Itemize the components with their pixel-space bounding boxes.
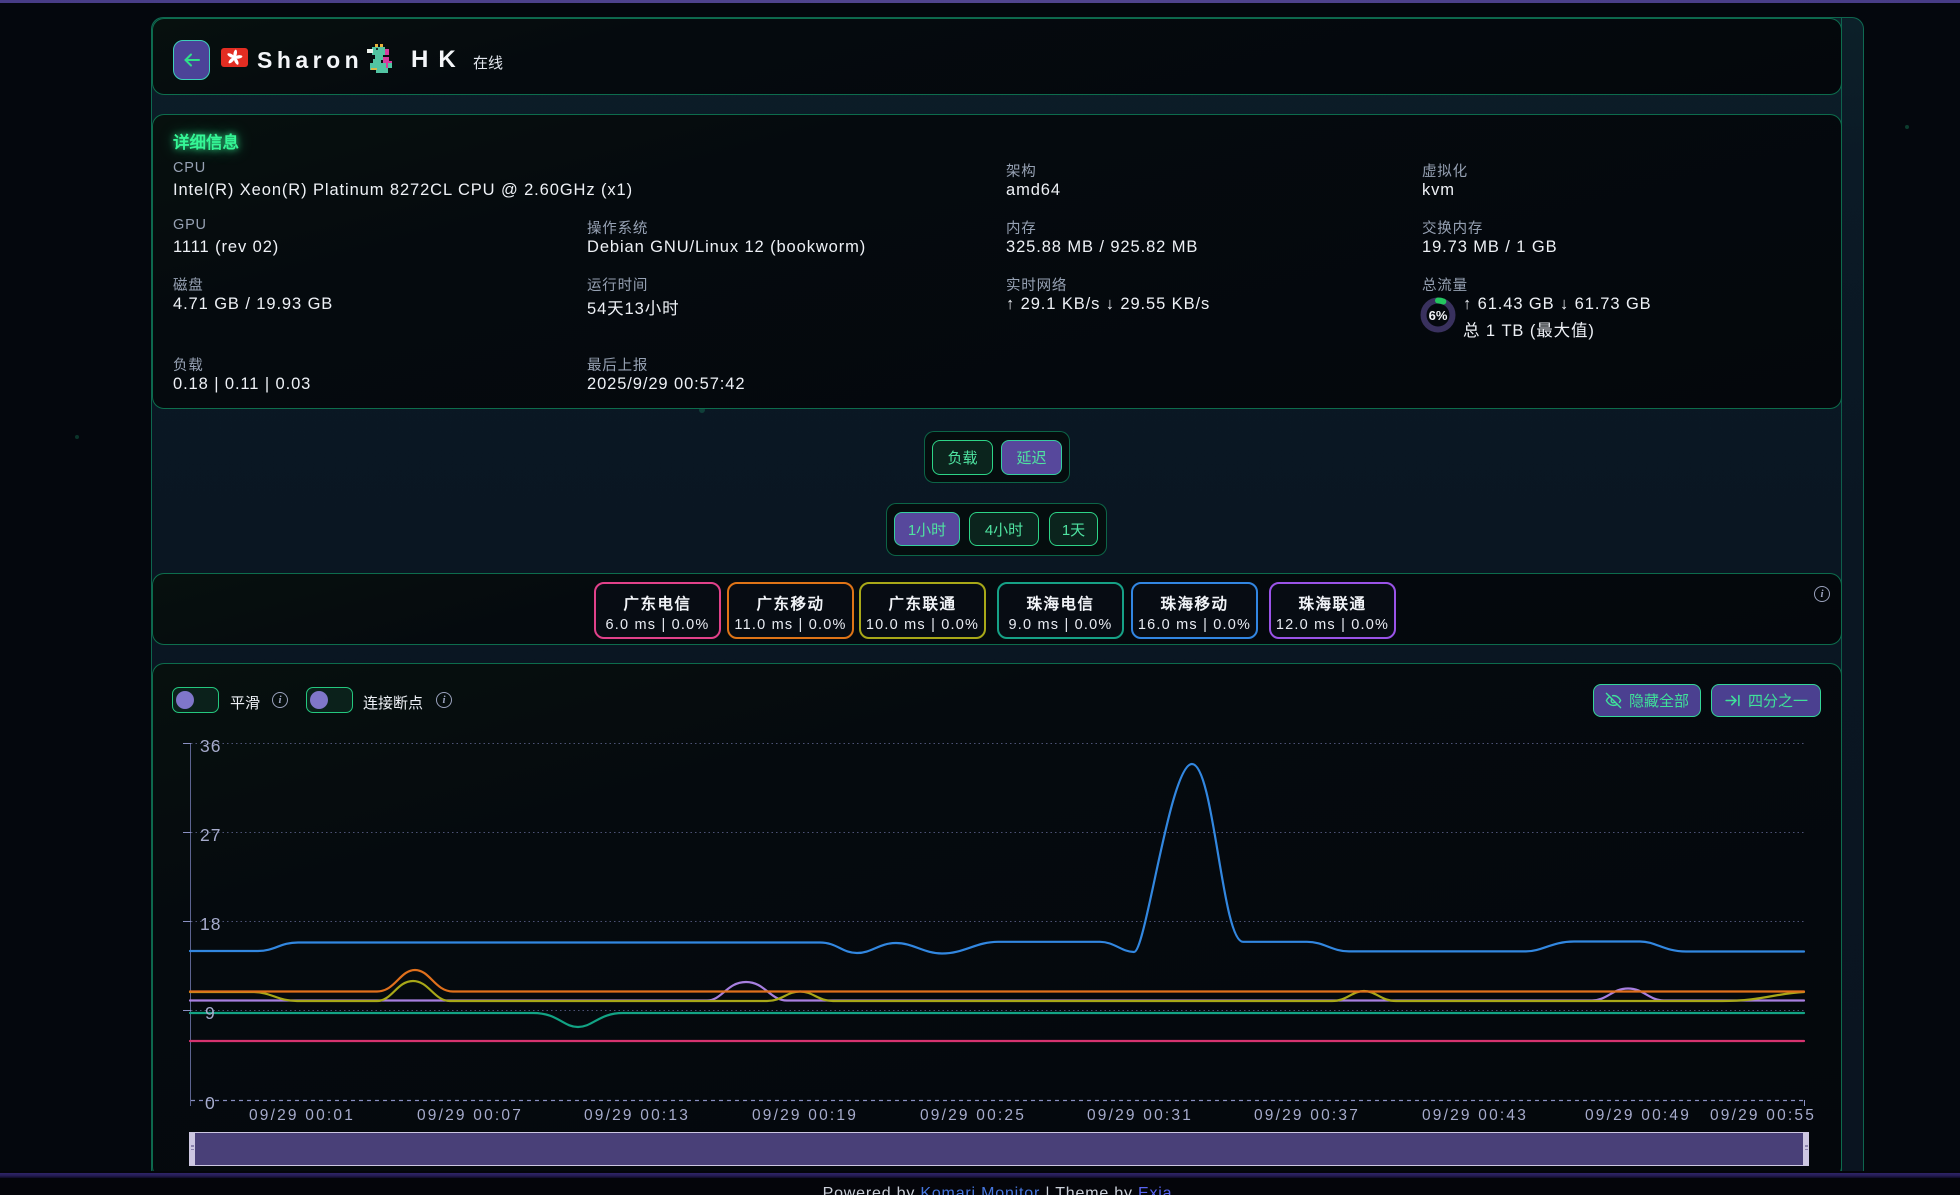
- svg-text:6%: 6%: [1429, 308, 1448, 323]
